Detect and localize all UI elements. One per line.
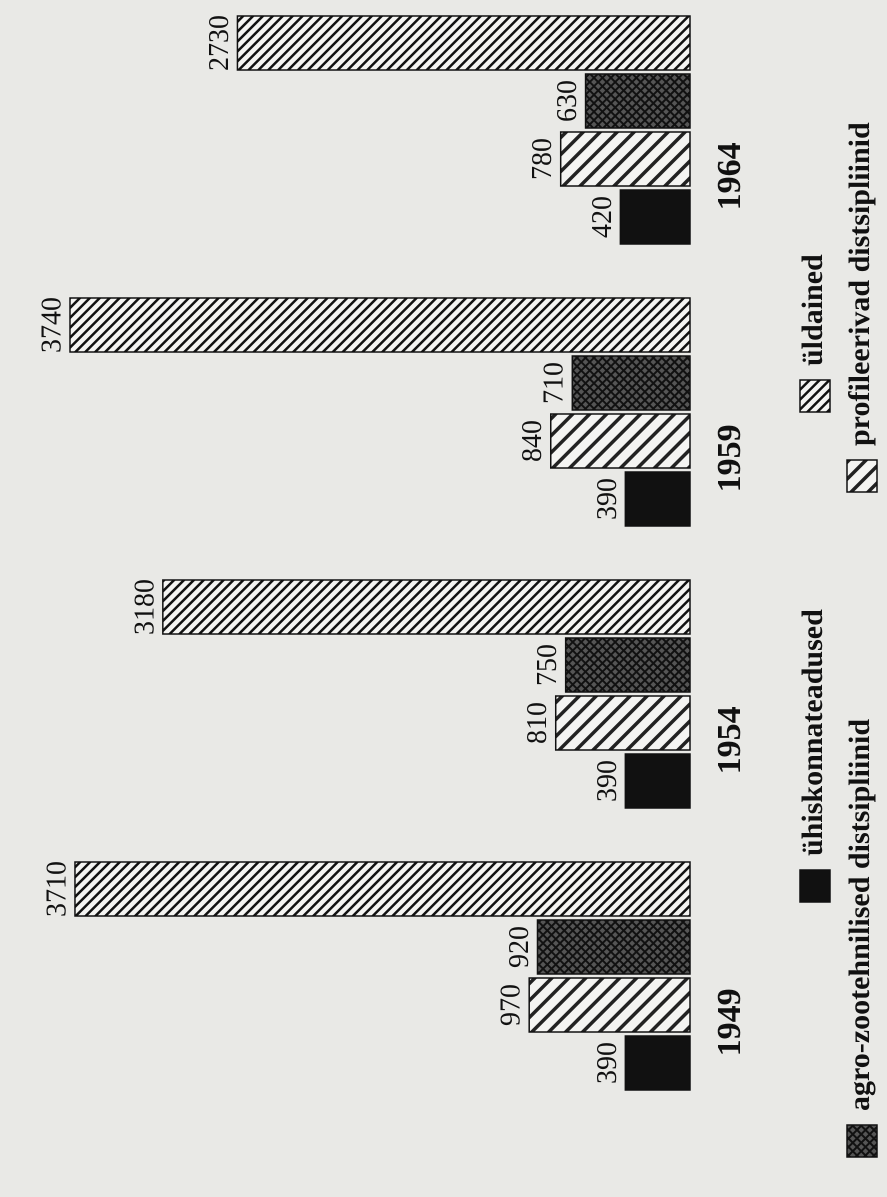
bar [236,15,691,71]
bar [536,919,691,975]
legend-swatch [799,379,831,413]
value-label: 3710 [41,861,72,917]
bar [559,131,691,187]
legend-label: ühiskonnateadused [796,609,829,856]
bar [624,471,691,527]
value-label: 2730 [204,15,235,71]
bar [74,861,691,917]
bar [528,977,691,1033]
legend-label: agro-zootehnilised distsipliinid [843,719,876,1111]
bar [571,355,691,411]
bar [549,413,691,469]
value-label: 3180 [129,579,160,635]
bar [564,637,691,693]
legend-label: profileerivad distsipliinid [843,122,876,446]
bar [619,189,691,245]
bar [69,297,691,353]
value-label: 810 [522,702,553,744]
category-label: 1954 [711,706,748,774]
value-label: 390 [592,478,623,520]
value-label: 920 [504,926,535,968]
bar [162,579,691,635]
value-label: 780 [527,138,558,180]
bar [554,695,691,751]
legend-swatch [846,459,878,493]
value-label: 390 [592,760,623,802]
legend-swatch [799,869,831,903]
value-label: 750 [532,644,563,686]
legend-swatch [846,1124,878,1158]
value-label: 390 [592,1042,623,1084]
value-label: 970 [496,984,527,1026]
category-label: 1959 [711,424,748,492]
value-label: 3740 [36,297,67,353]
category-label: 1964 [711,142,748,210]
value-label: 420 [587,196,618,238]
bar [584,73,691,129]
bar [624,1035,691,1091]
value-label: 630 [552,80,583,122]
bar [624,753,691,809]
value-label: 840 [517,420,548,462]
legend-label: üldained [796,254,829,366]
category-label: 1949 [711,988,748,1056]
value-label: 710 [539,362,570,404]
